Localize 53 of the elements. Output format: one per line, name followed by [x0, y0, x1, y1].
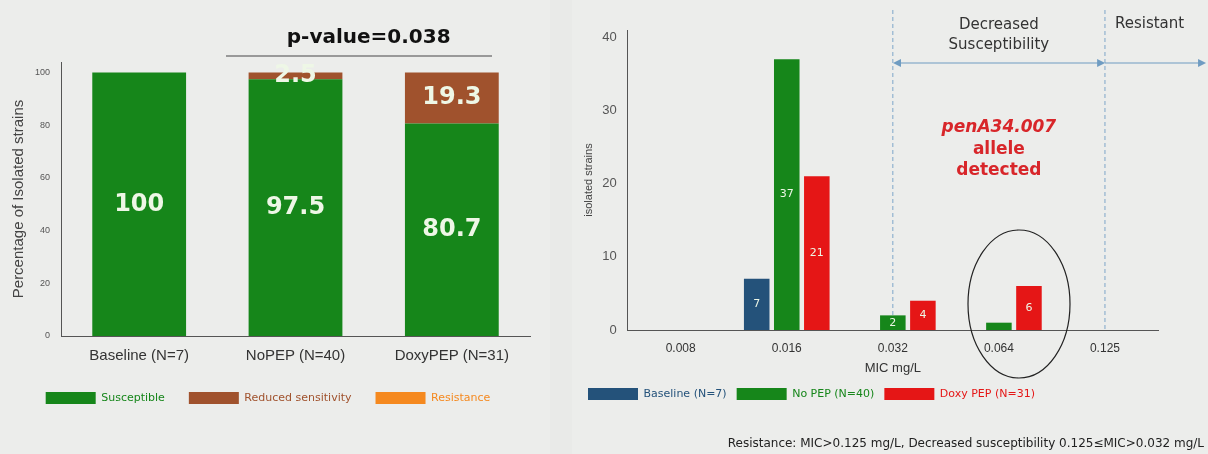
x-tick-label: 0.032 — [877, 340, 909, 355]
data-label: 97.5 — [265, 191, 326, 220]
bar — [986, 322, 1012, 330]
legend-label: Reduced sensitivity — [244, 390, 353, 404]
y-tick-label: 20 — [40, 277, 51, 288]
y-tick-label: 20 — [602, 175, 617, 191]
y-tick-label: 100 — [34, 67, 51, 78]
y-tick-label: 10 — [602, 248, 617, 264]
bar — [743, 278, 770, 330]
y-tick-label: 40 — [40, 225, 51, 236]
y-tick-label: 0 — [609, 321, 617, 337]
annotation: penA34.007 — [940, 116, 1058, 136]
data-label: 21 — [809, 246, 824, 260]
y-axis-title: Percentage of Isolated strains — [9, 99, 27, 299]
legend-label: Doxy PEP (N=31) — [939, 386, 1035, 400]
bar — [404, 123, 499, 336]
y-tick-label: 80 — [40, 119, 51, 130]
x-tick-label: 0.016 — [771, 340, 803, 355]
data-label: 100 — [114, 188, 165, 217]
y-axis-title: isolated strains — [581, 142, 594, 217]
x-axis-title: MIC mg/L — [864, 359, 921, 375]
data-label: 19.3 — [422, 82, 482, 111]
legend-label: Resistance — [431, 390, 491, 404]
annotation: allele detected — [955, 138, 1043, 180]
text: p-value=0.038 — [286, 24, 451, 48]
legend-label: Susceptible — [101, 390, 166, 404]
annotation: Decreased Susceptibility — [947, 14, 1051, 54]
data-label: 4 — [919, 308, 927, 322]
y-tick-label: 30 — [602, 102, 617, 118]
x-tick-label: 0.008 — [665, 340, 697, 355]
data-label: 80.7 — [422, 213, 482, 242]
text: Resistance: MIC>0.125 mg/L, Decreased susceptibility 0.125≤MIC>0.032 mg/L — [727, 436, 1204, 450]
bar — [773, 59, 800, 330]
x-tick-label: DoxyPEP (N=31) — [394, 346, 510, 364]
legend-label: No PEP (N=40) — [792, 386, 875, 400]
bar — [1016, 286, 1042, 330]
data-label: 6 — [1025, 300, 1033, 314]
x-tick-label: Baseline (N=7) — [89, 346, 189, 364]
data-label: 2 — [889, 315, 897, 329]
x-tick-label: NoPEP (N=40) — [245, 346, 346, 364]
bar — [880, 315, 906, 330]
annotation: Resistant — [1114, 14, 1185, 32]
bar — [804, 176, 830, 330]
x-tick-label: 0.064 — [983, 340, 1015, 355]
legend-label: Baseline (N=7) — [643, 386, 727, 400]
y-tick-label: 0 — [45, 330, 51, 341]
bar — [92, 72, 187, 336]
bar — [910, 300, 936, 330]
data-label: 37 — [779, 187, 794, 201]
data-label: 7 — [753, 297, 761, 311]
y-tick-label: 40 — [602, 28, 617, 44]
y-tick-label: 60 — [40, 172, 51, 183]
x-tick-label: 0.125 — [1089, 340, 1121, 355]
